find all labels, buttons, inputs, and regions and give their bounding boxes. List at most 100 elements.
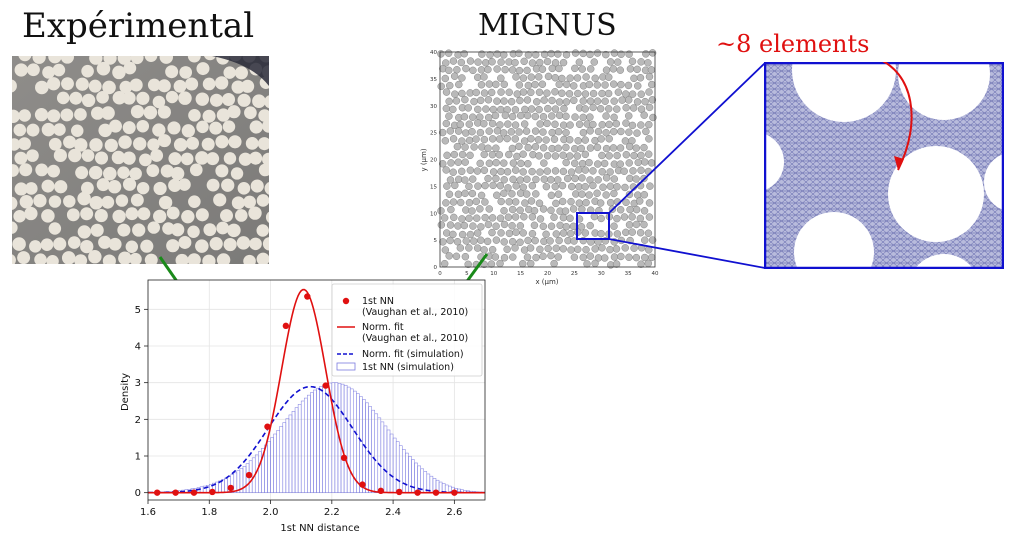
mignus-fiber xyxy=(507,97,516,106)
mignus-fiber xyxy=(515,49,523,58)
mignus-fiber xyxy=(612,120,621,128)
micrograph-fiber xyxy=(56,91,70,105)
mignus-fiber xyxy=(458,215,466,223)
mignus-fiber xyxy=(589,181,597,190)
mignus-fiber xyxy=(562,98,571,106)
micrograph-fiber xyxy=(195,208,209,222)
mignus-fiber xyxy=(445,66,453,75)
mignus-fiber xyxy=(550,259,558,268)
micrograph-fiber xyxy=(125,240,139,253)
mignus-fiber xyxy=(533,98,541,106)
legend-label: 1st NN xyxy=(362,296,394,307)
mignus-fiber xyxy=(473,244,482,252)
mignus-y-tick-label: 25 xyxy=(430,131,437,137)
mignus-y-tick-label: 10 xyxy=(430,211,437,217)
micrograph-fiber xyxy=(48,56,62,64)
mignus-fiber xyxy=(439,238,447,246)
mignus-x-tick-label: 35 xyxy=(625,271,632,277)
micrograph-fiber xyxy=(262,152,269,166)
mignus-fiber xyxy=(645,199,654,207)
mignus-fiber xyxy=(500,238,508,246)
mignus-fiber xyxy=(536,168,544,176)
mignus-fiber xyxy=(461,95,469,104)
mignus-fiber xyxy=(626,174,634,183)
mignus-fiber xyxy=(480,89,489,97)
mignus-fiber xyxy=(531,143,540,151)
mignus-fiber xyxy=(529,150,537,159)
mignus-fiber xyxy=(589,89,598,98)
micrograph-fiber xyxy=(179,66,193,79)
micrograph-fiber xyxy=(157,105,171,119)
mignus-fiber xyxy=(544,244,552,253)
mignus-fiber xyxy=(566,229,575,238)
mignus-fiber xyxy=(645,103,654,112)
micrograph-fiber xyxy=(53,148,67,163)
mignus-fiber xyxy=(512,166,520,174)
mignus-fiber xyxy=(508,190,516,198)
micrograph-fiber xyxy=(187,56,201,63)
mignus-fiber xyxy=(458,150,467,159)
mignus-fiber xyxy=(598,168,606,176)
micrograph-fiber xyxy=(104,138,118,152)
mignus-fiber xyxy=(513,90,521,98)
micrograph-fiber xyxy=(26,149,39,162)
mignus-fiber xyxy=(464,104,472,112)
mignus-fiber xyxy=(519,74,528,82)
mignus-fiber xyxy=(442,88,451,96)
mignus-fiber xyxy=(477,191,486,200)
chart-x-tick-label: 2.4 xyxy=(385,507,401,518)
mignus-fiber xyxy=(578,65,586,73)
micrograph-fiber xyxy=(122,151,136,165)
mignus-fiber xyxy=(626,205,634,214)
mignus-fiber xyxy=(613,105,621,113)
micrograph-fiber xyxy=(80,239,94,254)
mignus-fiber xyxy=(644,167,653,176)
mignus-fiber xyxy=(474,73,482,82)
micrograph-fiber xyxy=(136,119,150,133)
mignus-fiber xyxy=(462,206,470,214)
mignus-fiber xyxy=(527,197,536,205)
micrograph-fiber xyxy=(67,236,81,249)
mignus-fiber xyxy=(647,66,656,74)
micrograph-fiber xyxy=(258,109,269,122)
mignus-fiber xyxy=(441,74,449,83)
mignus-fiber xyxy=(614,88,623,96)
mignus-fiber xyxy=(530,221,539,230)
mignus-fiber xyxy=(445,190,454,198)
micrograph-fiber xyxy=(123,61,137,75)
mignus-fiber xyxy=(591,245,599,253)
mignus-fiber xyxy=(554,144,562,153)
micrograph-fiber xyxy=(63,195,76,208)
mignus-fiber xyxy=(473,167,482,175)
callout-arrow xyxy=(882,62,913,171)
micrograph-fiber xyxy=(13,123,27,137)
micrograph-fiber xyxy=(81,93,96,108)
mignus-fiber xyxy=(500,189,508,197)
mignus-fiber xyxy=(470,143,478,151)
mignus-fiber xyxy=(625,221,634,229)
mignus-fiber xyxy=(485,252,493,260)
mignus-fiber xyxy=(508,237,517,246)
mignus-fiber xyxy=(446,176,455,184)
micrograph-fiber xyxy=(54,180,68,194)
mignus-fiber xyxy=(520,137,529,145)
mignus-fiber xyxy=(640,220,648,229)
mignus-fiber xyxy=(481,213,489,222)
mignus-fiber xyxy=(579,128,588,137)
micrograph-fiber xyxy=(139,153,152,167)
micrograph-fiber xyxy=(29,240,42,253)
mignus-fiber xyxy=(468,207,476,215)
mignus-fiber xyxy=(579,97,587,105)
mignus-fiber xyxy=(578,190,586,198)
mignus-fiber xyxy=(441,137,450,145)
mignus-fiber xyxy=(480,150,488,159)
mignus-fiber xyxy=(477,253,485,261)
mignus-fiber xyxy=(544,72,553,81)
micrograph-fiber xyxy=(19,163,33,177)
mignus-fiber xyxy=(461,158,469,166)
mignus-fiber xyxy=(593,97,602,105)
mignus-fiber xyxy=(515,142,523,151)
micrograph-fiber xyxy=(236,236,251,250)
mignus-fiber xyxy=(519,168,527,176)
mignus-fiber xyxy=(515,128,523,136)
